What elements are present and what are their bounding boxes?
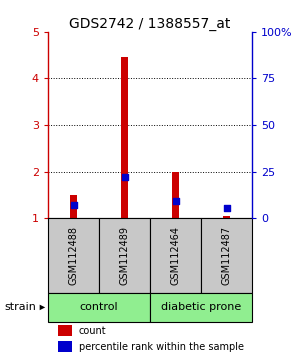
- Bar: [201, 218, 252, 293]
- Bar: [48, 218, 99, 293]
- Bar: [99, 218, 150, 293]
- Bar: [58, 341, 73, 352]
- Bar: [224, 216, 230, 218]
- Point: [71, 202, 76, 208]
- Text: count: count: [79, 326, 106, 336]
- Bar: [172, 172, 178, 218]
- Text: strain: strain: [4, 302, 37, 313]
- Point: [173, 198, 178, 203]
- Bar: [70, 195, 76, 218]
- Text: GSM112488: GSM112488: [68, 226, 79, 285]
- Bar: [48, 293, 150, 322]
- Bar: [150, 218, 201, 293]
- Text: GSM112464: GSM112464: [170, 226, 181, 285]
- Title: GDS2742 / 1388557_at: GDS2742 / 1388557_at: [69, 17, 231, 31]
- Text: GSM112489: GSM112489: [119, 226, 130, 285]
- Bar: [58, 325, 73, 336]
- Text: diabetic prone: diabetic prone: [161, 302, 241, 313]
- Bar: [150, 293, 252, 322]
- Bar: [122, 57, 128, 218]
- Point: [122, 175, 127, 180]
- Text: control: control: [80, 302, 118, 313]
- Text: GSM112487: GSM112487: [221, 226, 232, 285]
- Point: [224, 206, 229, 211]
- Text: percentile rank within the sample: percentile rank within the sample: [79, 342, 244, 352]
